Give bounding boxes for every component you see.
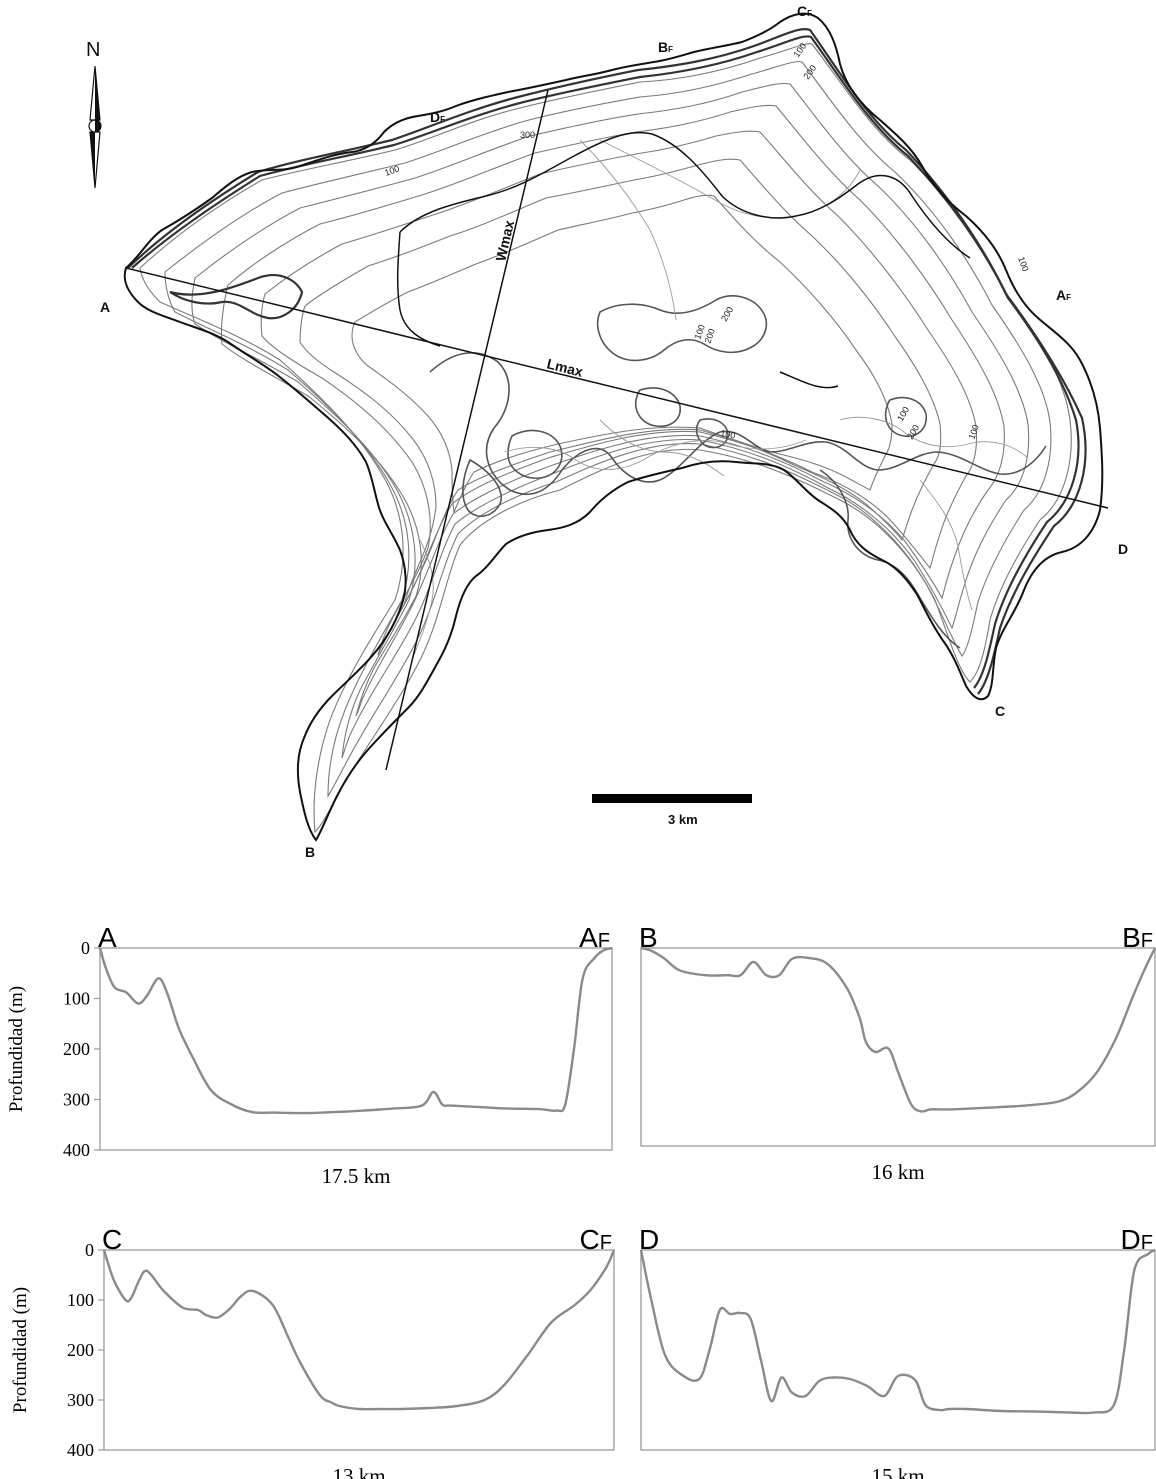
lmax-transect-line	[125, 267, 1109, 509]
profile-end-subscript: F	[1141, 930, 1153, 952]
profile-chart-b: 16 kmB BF	[639, 922, 1156, 1184]
profile-start-label: C	[102, 1224, 122, 1255]
contour-label: 100	[895, 405, 911, 423]
contour-lines	[139, 43, 1072, 834]
contour-label: 200	[905, 423, 921, 441]
wmax-transect-line	[385, 89, 549, 771]
profile-end-letter: A	[579, 922, 598, 953]
plot-frame	[103, 1249, 615, 1451]
contour-label: 100	[383, 163, 401, 178]
contour-label: 100	[692, 323, 707, 341]
plot-frame	[99, 947, 613, 1151]
x-axis-label: 17.5 km	[322, 1164, 391, 1188]
north-arrow-icon: N	[86, 39, 102, 189]
plot-frame	[640, 1249, 1156, 1451]
x-axis-label: 13 km	[332, 1464, 385, 1479]
endpoint-df-label: DF	[430, 109, 445, 125]
profile-chart-d: 15 kmD DF	[639, 1224, 1156, 1479]
y-tick-label: 100	[63, 989, 90, 1009]
profile-end-label: CF	[580, 1224, 612, 1255]
endpoint-d-label: D	[1118, 541, 1128, 557]
profile-end-letter: B	[1122, 922, 1141, 953]
y-tick-label: 0	[85, 1240, 94, 1260]
plot-frame	[640, 947, 1156, 1147]
profile-end-subscript: F	[598, 930, 610, 952]
endpoint-bf-label: BF	[658, 39, 673, 55]
north-label: N	[86, 39, 100, 61]
endpoint-b-label: B	[305, 844, 315, 860]
profile-start-label: D	[639, 1224, 659, 1255]
profile-start-label: A	[98, 922, 117, 953]
platform-contours	[429, 295, 1047, 649]
y-tick-label: 200	[63, 1039, 90, 1059]
detail-contours	[411, 139, 1029, 661]
contour-label: 200	[801, 63, 818, 81]
profile-end-label: DF	[1121, 1224, 1153, 1255]
depth-profile-line	[639, 1248, 1156, 1415]
x-axis-label: 16 km	[871, 1160, 924, 1184]
contour-label: 100	[720, 428, 737, 440]
contour-label: 300	[520, 130, 535, 140]
endpoint-af-label: AF	[1056, 287, 1071, 303]
depth-profile-line	[98, 946, 613, 1115]
endpoint-cf-label: CF	[797, 3, 812, 19]
lake-shoreline	[123, 12, 1104, 842]
profile-end-subscript: F	[1141, 1232, 1153, 1254]
depth-profile-line	[640, 946, 1156, 1113]
depth-profile-line	[102, 1249, 616, 1411]
y-tick-label: 0	[81, 938, 90, 958]
wmax-label: Wmax	[492, 219, 517, 263]
profile-end-subscript: F	[600, 1232, 612, 1254]
x-axis-label: 15 km	[871, 1464, 924, 1479]
profile-end-letter: C	[580, 1224, 600, 1255]
bathymetric-map: 100 300 100 200 100 200 100 200 100 100 …	[86, 3, 1128, 860]
y-tick-label: 300	[63, 1090, 90, 1110]
y-tick-label: 200	[67, 1340, 94, 1360]
endpoint-c-label: C	[995, 703, 1005, 719]
y-axis-label: Profundidad (m)	[10, 1287, 31, 1413]
y-axis-label: Profundidad (m)	[6, 986, 27, 1112]
shelf-contours	[127, 28, 1087, 695]
contour-number-labels: 100 300 100 200 100 200 100 200 100 100 …	[383, 41, 1030, 441]
y-tick-label: 300	[67, 1390, 94, 1410]
y-tick-label: 100	[67, 1290, 94, 1310]
deep-basin-outline	[396, 131, 971, 389]
profile-end-label: BF	[1122, 922, 1153, 953]
contour-label: 100	[1016, 255, 1031, 273]
y-tick-label: 400	[67, 1440, 94, 1460]
endpoint-a-label: A	[100, 299, 110, 315]
endpoint-labels: A AF B BF C CF D DF	[100, 3, 1128, 860]
scale-bar-label: 3 km	[668, 812, 698, 827]
y-tick-label: 400	[63, 1140, 90, 1160]
profile-start-label: B	[639, 922, 658, 953]
contour-label: 200	[719, 305, 735, 323]
contour-label: 200	[702, 327, 717, 345]
profile-end-letter: D	[1121, 1224, 1141, 1255]
contour-label: 100	[966, 423, 981, 441]
scale-bar: 3 km	[592, 794, 752, 827]
profile-end-label: AF	[579, 922, 610, 953]
lmax-label: Lmax	[545, 355, 585, 379]
